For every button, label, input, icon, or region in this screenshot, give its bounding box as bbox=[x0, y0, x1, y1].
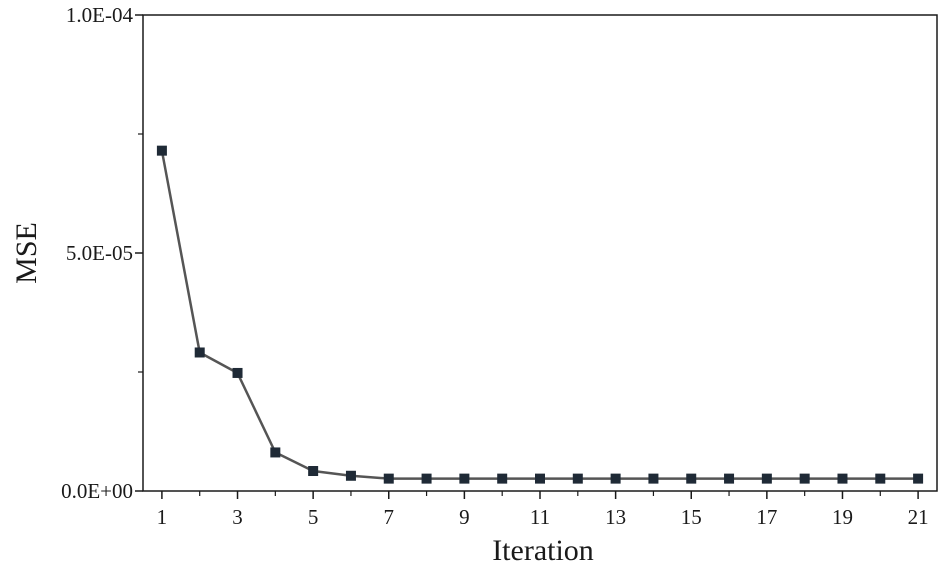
x-tick-label: 15 bbox=[681, 505, 702, 529]
data-point bbox=[724, 473, 735, 484]
plot-frame bbox=[142, 14, 938, 492]
x-tick-label: 3 bbox=[232, 505, 243, 529]
data-point bbox=[497, 473, 508, 484]
x-axis: 1 3 5 7 9 11 13 15 17 19 21 bbox=[157, 491, 929, 529]
data-point bbox=[837, 473, 848, 484]
y-tick-label: 0.0E+00 bbox=[61, 479, 133, 503]
series-layer bbox=[156, 145, 924, 484]
y-tick-label: 1.0E-04 bbox=[66, 3, 134, 27]
data-point bbox=[270, 447, 281, 458]
data-point bbox=[156, 145, 167, 156]
x-tick-label: 17 bbox=[756, 505, 777, 529]
x-tick-label: 13 bbox=[605, 505, 626, 529]
data-point bbox=[345, 470, 356, 481]
x-tick-label: 21 bbox=[908, 505, 929, 529]
data-point bbox=[308, 466, 319, 477]
y-axis-title: MSE bbox=[10, 222, 43, 284]
y-axis: 0.0E+00 5.0E-05 1.0E-04 bbox=[61, 3, 143, 503]
x-tick-label: 11 bbox=[530, 505, 550, 529]
x-tick-label: 9 bbox=[459, 505, 470, 529]
data-point bbox=[194, 347, 205, 358]
x-tick-label: 19 bbox=[832, 505, 853, 529]
data-point bbox=[459, 473, 470, 484]
y-tick-label: 5.0E-05 bbox=[66, 241, 133, 265]
data-point bbox=[572, 473, 583, 484]
data-point bbox=[761, 473, 772, 484]
x-tick-label: 7 bbox=[384, 505, 395, 529]
data-point bbox=[648, 473, 659, 484]
series-line bbox=[160, 150, 919, 480]
data-point bbox=[610, 473, 621, 484]
data-point bbox=[799, 473, 810, 484]
data-point bbox=[421, 473, 432, 484]
data-point bbox=[875, 473, 886, 484]
x-axis-title: Iteration bbox=[492, 534, 594, 567]
data-point bbox=[686, 473, 697, 484]
data-point bbox=[913, 473, 924, 484]
data-point bbox=[232, 367, 243, 378]
x-tick-label: 5 bbox=[308, 505, 319, 529]
data-point bbox=[383, 473, 394, 484]
x-tick-label: 1 bbox=[157, 505, 168, 529]
data-point bbox=[535, 473, 545, 484]
